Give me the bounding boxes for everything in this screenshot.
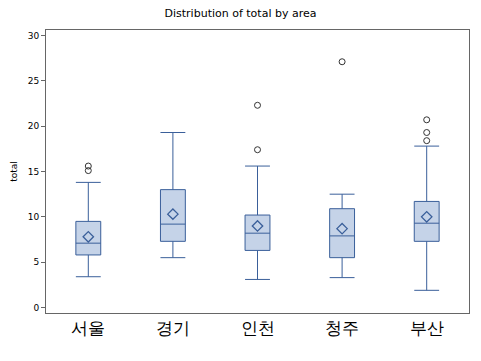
svg-text:0: 0 xyxy=(33,303,39,313)
svg-text:10: 10 xyxy=(28,212,40,222)
svg-text:부산: 부산 xyxy=(410,318,444,338)
svg-text:15: 15 xyxy=(28,167,39,177)
svg-text:경기: 경기 xyxy=(156,318,190,338)
svg-text:25: 25 xyxy=(28,76,39,86)
svg-text:Distribution of total by area: Distribution of total by area xyxy=(165,7,317,20)
svg-text:5: 5 xyxy=(33,257,39,267)
svg-text:20: 20 xyxy=(28,121,40,131)
svg-text:인천: 인천 xyxy=(241,318,275,338)
svg-text:30: 30 xyxy=(28,31,40,41)
svg-text:청주: 청주 xyxy=(325,318,359,338)
svg-text:total: total xyxy=(9,161,19,182)
svg-text:서울: 서울 xyxy=(71,318,105,338)
